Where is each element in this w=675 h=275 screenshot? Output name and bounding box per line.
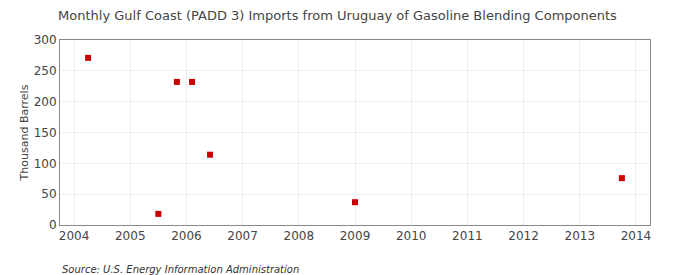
svg-text:100: 100 — [34, 157, 57, 171]
svg-text:Monthly Gulf Coast (PADD 3) Im: Monthly Gulf Coast (PADD 3) Imports from… — [58, 8, 617, 23]
svg-text:50: 50 — [41, 187, 56, 201]
svg-text:150: 150 — [34, 126, 57, 140]
svg-text:2004: 2004 — [59, 229, 90, 243]
svg-text:2006: 2006 — [171, 229, 202, 243]
svg-text:200: 200 — [34, 95, 57, 109]
svg-text:2005: 2005 — [115, 229, 146, 243]
svg-text:2013: 2013 — [564, 229, 595, 243]
svg-text:2011: 2011 — [452, 229, 483, 243]
svg-text:300: 300 — [34, 33, 57, 47]
svg-text:2009: 2009 — [340, 229, 371, 243]
svg-text:2007: 2007 — [227, 229, 258, 243]
svg-text:Thousand Barrels: Thousand Barrels — [18, 84, 31, 181]
svg-text:2012: 2012 — [508, 229, 539, 243]
svg-text:250: 250 — [34, 64, 57, 78]
svg-text:2014: 2014 — [621, 229, 652, 243]
svg-text:2008: 2008 — [284, 229, 315, 243]
svg-text:2010: 2010 — [396, 229, 427, 243]
svg-text:Source: U.S. Energy Informatio: Source: U.S. Energy Information Administ… — [62, 264, 299, 275]
svg-text:0: 0 — [49, 218, 57, 232]
